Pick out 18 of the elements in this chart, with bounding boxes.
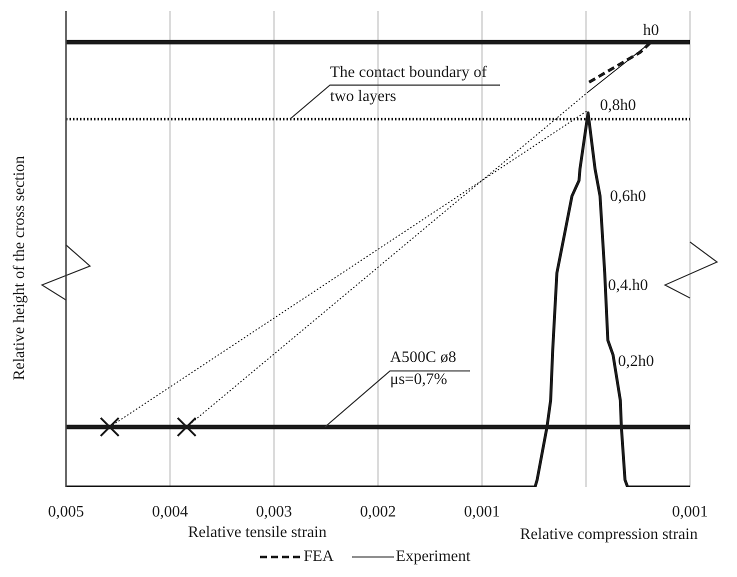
x-tick-label: 0,001 <box>672 503 708 520</box>
ref-line-label: The contact boundary of two layers <box>330 63 488 108</box>
x-tick-label: 0,003 <box>256 503 292 520</box>
legend-label: FEA <box>304 548 334 566</box>
x-axis-title: Relative tensile strain <box>188 524 327 542</box>
y-axis-title: Relative height of the cross section <box>11 156 29 380</box>
x-tick-label: 0,005 <box>48 503 84 520</box>
annotation: 0,6h0 <box>610 187 647 207</box>
text: Relative compression strain <box>520 525 699 545</box>
x-tick-label: 0,001 <box>464 503 500 520</box>
x-tick-label: 0,004 <box>152 503 188 520</box>
annotation: 0,2h0 <box>618 352 655 372</box>
legend-label: Experiment <box>396 548 470 566</box>
annotation: A500C ø8 μs=0,7% <box>390 348 458 390</box>
x-tick-label: 0,002 <box>360 503 396 520</box>
text: h0 <box>643 21 660 41</box>
annotation: 0,8h0 <box>600 96 637 116</box>
annotation: 0,4.h0 <box>608 276 649 296</box>
